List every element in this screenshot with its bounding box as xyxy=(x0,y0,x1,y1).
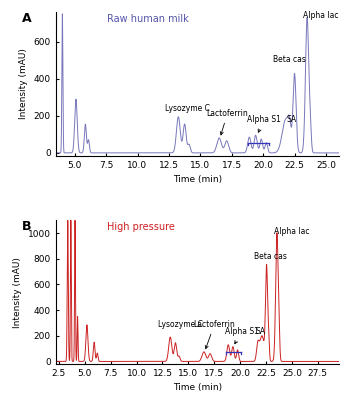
Text: Beta cas: Beta cas xyxy=(273,55,306,64)
Text: B: B xyxy=(22,220,31,233)
Text: Lysozyme C: Lysozyme C xyxy=(165,104,210,113)
Text: Alpha S1: Alpha S1 xyxy=(225,328,259,344)
X-axis label: Time (min): Time (min) xyxy=(173,175,222,184)
Y-axis label: Intensity (mAU): Intensity (mAU) xyxy=(13,257,22,328)
Text: Alpha lac: Alpha lac xyxy=(274,227,309,236)
Text: Alpha lac: Alpha lac xyxy=(303,11,339,20)
Y-axis label: Intensity (mAU): Intensity (mAU) xyxy=(19,48,28,119)
Text: Alpha S1: Alpha S1 xyxy=(247,115,281,132)
Text: SA: SA xyxy=(287,115,297,124)
Text: Lactoferrin: Lactoferrin xyxy=(207,109,248,135)
Text: A: A xyxy=(22,12,31,25)
Text: Beta cas: Beta cas xyxy=(254,252,287,262)
Text: Lysozyme C: Lysozyme C xyxy=(158,320,203,329)
Text: High pressure: High pressure xyxy=(107,222,174,232)
Text: Raw human milk: Raw human milk xyxy=(107,14,188,24)
Text: Lactoferrin: Lactoferrin xyxy=(194,320,235,349)
X-axis label: Time (min): Time (min) xyxy=(173,384,222,392)
Text: SA: SA xyxy=(256,328,266,336)
